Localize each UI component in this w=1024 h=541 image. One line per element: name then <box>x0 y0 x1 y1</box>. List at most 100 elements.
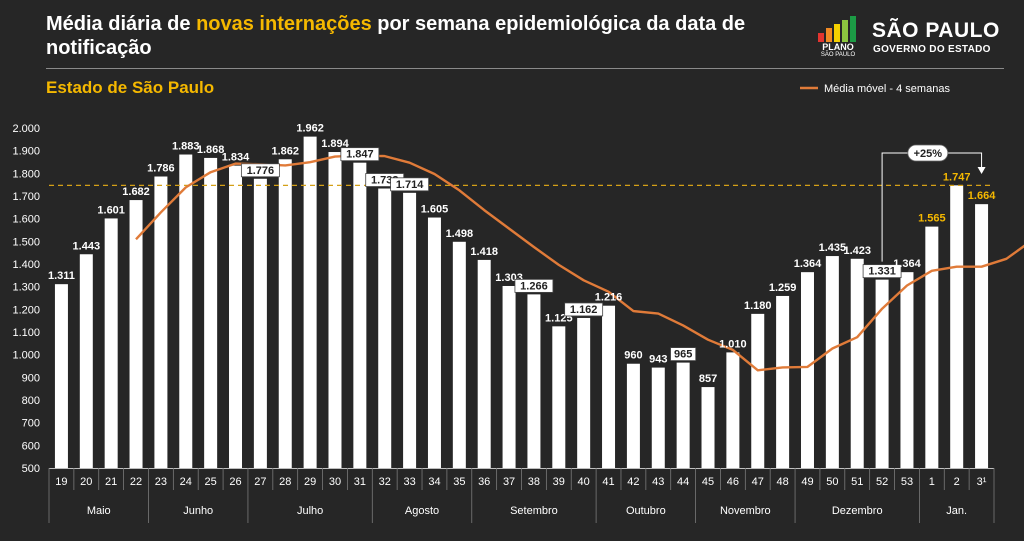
bar-value-label: 1.498 <box>446 228 474 240</box>
y-tick-label: 1.300 <box>12 282 40 294</box>
x-tick-label: 32 <box>379 476 391 488</box>
x-tick-label: 1 <box>929 476 935 488</box>
month-label: Outubro <box>626 505 666 517</box>
bar-week-36 <box>477 259 491 468</box>
boxed-label-bg <box>240 163 280 178</box>
x-tick-label: 39 <box>553 476 565 488</box>
boxed-label-bg <box>340 147 380 162</box>
x-tick-label: 19 <box>55 476 67 488</box>
bar-week-3¹ <box>975 204 989 468</box>
bar-week-33 <box>403 192 417 468</box>
bar-value-label: 1.364 <box>893 258 921 270</box>
x-tick-label: 43 <box>652 476 664 488</box>
x-tick-label: 3¹ <box>977 476 987 488</box>
x-tick-label: 47 <box>752 476 764 488</box>
y-tick-label: 700 <box>22 418 40 430</box>
x-tick-label: 33 <box>403 476 415 488</box>
annotation-arrow-icon <box>977 167 986 174</box>
x-tick-label: 30 <box>329 476 341 488</box>
bar-value-label: 1.894 <box>321 138 349 150</box>
bar-week-42 <box>626 363 640 468</box>
bar-week-30 <box>328 152 342 468</box>
bar-value-label: 943 <box>649 354 667 366</box>
x-tick-label: 31 <box>354 476 366 488</box>
bar-value-label: 1.883 <box>172 141 200 153</box>
bar-value-label: 1.418 <box>470 246 498 258</box>
sp-logo-line1: SÃO PAULO <box>872 19 1000 42</box>
header-divider <box>46 68 1004 69</box>
bar-value-label: 1.862 <box>271 145 299 157</box>
x-tick-label: 44 <box>677 476 689 488</box>
bar-week-48 <box>776 295 790 468</box>
annotation-label: +25% <box>914 148 943 160</box>
annotation-layer: +25% <box>881 144 986 262</box>
month-label: Junho <box>183 505 213 517</box>
bar-value-label: 1.180 <box>744 300 772 312</box>
y-tick-label: 1.100 <box>12 327 40 339</box>
month-label: Jan. <box>946 505 967 517</box>
bar-value-label: 1.682 <box>122 186 150 198</box>
x-tick-label: 29 <box>304 476 316 488</box>
x-tick-label: 24 <box>180 476 192 488</box>
x-tick-label: 49 <box>801 476 813 488</box>
title-part1: Média diária de <box>46 13 197 35</box>
x-tick-label: 28 <box>279 476 291 488</box>
month-label: Dezembro <box>832 505 883 517</box>
x-tick-label: 41 <box>602 476 614 488</box>
bar-week-22 <box>129 200 143 468</box>
month-label: Setembro <box>510 505 558 517</box>
month-label: Agosto <box>405 505 439 517</box>
bar-week-51 <box>850 258 864 468</box>
bar-value-label: 1.605 <box>421 204 449 216</box>
x-tick-label: 26 <box>229 476 241 488</box>
plano-logo-line2: SÃO PAULO <box>820 52 856 58</box>
y-tick-label: 1.600 <box>12 214 40 226</box>
legend-label: Média móvel - 4 semanas <box>824 83 950 95</box>
bar-week-1 <box>925 226 939 468</box>
boxed-label-bg <box>862 264 902 279</box>
bar-week-31 <box>353 162 367 468</box>
moving-average-line <box>135 154 1024 372</box>
x-tick-label: 23 <box>155 476 167 488</box>
chart-subtitle: Estado de São Paulo <box>46 78 215 97</box>
title-part2: por semana epidemiológica da data de not… <box>46 13 746 59</box>
boxed-label-bg <box>390 177 429 192</box>
governo-sp-logo: SÃO PAULO GOVERNO DO ESTADO <box>872 18 1000 62</box>
bar-week-19 <box>54 284 68 468</box>
bar-value-label: 857 <box>699 373 717 385</box>
y-tick-label: 1.400 <box>12 259 40 271</box>
bar-week-28 <box>278 159 292 468</box>
bar-week-2 <box>950 185 964 468</box>
sp-logo-line2: GOVERNO DO ESTADO <box>873 44 991 55</box>
x-tick-label: 50 <box>826 476 838 488</box>
bar-value-label: 1.776 <box>247 165 275 177</box>
month-label: Maio <box>87 505 111 517</box>
y-tick-label: 1.000 <box>12 350 40 362</box>
bar-week-27 <box>253 178 267 469</box>
x-tick-label: 35 <box>453 476 465 488</box>
bar-week-26 <box>229 165 243 469</box>
plano-logo-line1: PLANO <box>822 42 854 52</box>
bar-week-34 <box>427 217 441 468</box>
title-highlight: novas internações <box>196 13 372 35</box>
bar-week-37 <box>502 285 516 468</box>
y-axis-ticks: 2.000 1.900 1.800 1.700 1.600 1.500 1.400 1.300… <box>12 123 40 475</box>
bar-week-39 <box>552 326 566 468</box>
moving-average-layer <box>135 154 1024 372</box>
bar-week-47 <box>751 313 765 468</box>
bar-labels-layer: 1.311 1.443 1.601 1.682 1.786 1.8831.8681.834… <box>48 123 996 385</box>
bar-week-46 <box>726 352 740 468</box>
chart-title: Média diária de novas internações por se… <box>46 12 806 60</box>
y-tick-label: 1.900 <box>12 146 40 158</box>
bar-value-label: 1.847 <box>346 149 374 161</box>
bar-value-label: 1.714 <box>396 179 424 191</box>
y-tick-label: 1.800 <box>12 168 40 180</box>
bar-week-20 <box>79 254 93 468</box>
bar-value-label: 1.601 <box>97 204 125 216</box>
x-tick-label: 27 <box>254 476 266 488</box>
bar-value-label: 1.266 <box>520 280 548 292</box>
plano-bars-icon <box>818 16 858 42</box>
bar-value-label: 1.423 <box>843 245 871 257</box>
y-tick-label: 1.500 <box>12 236 40 248</box>
bar-value-label: 965 <box>674 349 692 361</box>
